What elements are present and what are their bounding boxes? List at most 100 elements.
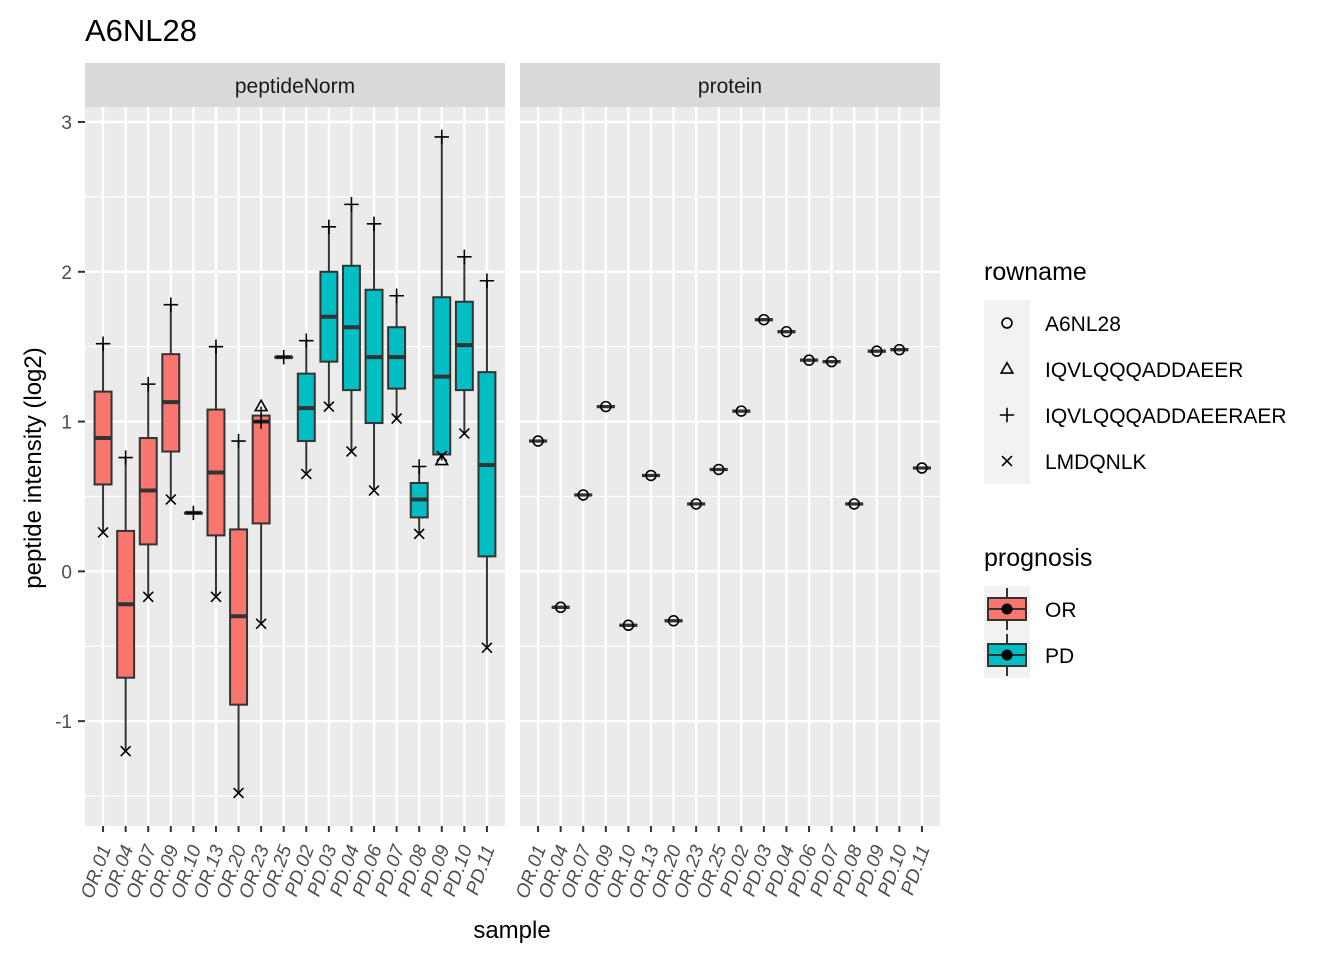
data-point bbox=[120, 745, 132, 757]
data-point bbox=[780, 325, 793, 338]
data-point bbox=[321, 219, 337, 235]
legend-key-dot bbox=[1001, 603, 1013, 615]
data-point bbox=[532, 435, 544, 447]
box-OR.20 bbox=[664, 619, 683, 623]
chart-title: A6NL28 bbox=[85, 13, 197, 48]
box-PD.11 bbox=[912, 466, 932, 470]
legends: rowname A6NL28 IQVLQQQADDAEER IQVLQQQADDAEE… bbox=[984, 258, 1287, 678]
data-point bbox=[368, 484, 380, 496]
data-point bbox=[366, 216, 382, 232]
box-OR.10 bbox=[619, 623, 638, 627]
data-point bbox=[141, 376, 156, 392]
data-point bbox=[389, 288, 404, 303]
box-OR.23 bbox=[687, 502, 706, 506]
data-point bbox=[95, 336, 111, 351]
legend-rowname: rowname A6NL28 IQVLQQQADDAEER IQVLQQQADDAEE… bbox=[984, 258, 1287, 484]
box-PD.04 bbox=[341, 204, 361, 452]
legend-key-bg bbox=[984, 346, 1030, 392]
legend-label: LMDQNLK bbox=[1045, 451, 1147, 474]
data-point bbox=[186, 505, 201, 521]
data-point bbox=[300, 468, 312, 480]
box-OR.07 bbox=[574, 493, 593, 497]
box-PD.10 bbox=[890, 348, 909, 352]
box-PD.08 bbox=[409, 466, 429, 534]
panel-strip bbox=[520, 63, 940, 107]
data-point bbox=[434, 129, 449, 145]
data-point bbox=[165, 493, 177, 505]
data-point bbox=[735, 405, 748, 417]
legend-prognosis: prognosis OR PD bbox=[984, 544, 1092, 678]
box-OR.09 bbox=[161, 304, 181, 500]
legend-title: rowname bbox=[984, 258, 1087, 286]
data-point bbox=[118, 450, 133, 465]
box-PD.07 bbox=[387, 295, 407, 419]
data-point bbox=[481, 642, 493, 654]
legend-label: IQVLQQQADDAEER bbox=[1045, 359, 1243, 382]
data-point bbox=[825, 355, 838, 368]
legend-label: PD bbox=[1045, 645, 1074, 668]
box-OR.04 bbox=[551, 605, 570, 609]
legend-key-bg bbox=[984, 300, 1030, 346]
y-tick-label: 3 bbox=[61, 113, 72, 134]
data-point bbox=[299, 333, 314, 348]
box-OR.07 bbox=[138, 384, 158, 597]
legend-title: prognosis bbox=[984, 544, 1092, 572]
box-OR.13 bbox=[206, 346, 226, 597]
data-point bbox=[622, 619, 635, 632]
data-point bbox=[233, 787, 245, 799]
panel-background bbox=[520, 107, 940, 826]
box-PD.07 bbox=[822, 360, 841, 364]
data-point bbox=[411, 459, 427, 474]
data-point bbox=[253, 398, 269, 412]
data-point bbox=[803, 354, 815, 366]
y-axis-label: peptide intensity (log2) bbox=[20, 347, 47, 588]
data-point bbox=[413, 528, 425, 540]
box-OR.25 bbox=[709, 467, 728, 472]
panel-peptideNorm: peptideNormOR.01OR.04OR.07OR.09OR.10OR.1… bbox=[77, 63, 505, 901]
panel-protein: proteinOR.01OR.04OR.07OR.09OR.10OR.13OR.… bbox=[512, 63, 940, 901]
data-point bbox=[758, 313, 770, 326]
data-point bbox=[667, 615, 680, 627]
box-PD.04 bbox=[777, 330, 796, 334]
data-point bbox=[554, 601, 567, 614]
panel-strip-label: protein bbox=[698, 75, 762, 98]
panel-strip-label: peptideNorm bbox=[235, 75, 355, 98]
data-point bbox=[97, 526, 109, 538]
box-PD.11 bbox=[477, 280, 497, 648]
data-point bbox=[323, 401, 335, 413]
box-PD.02 bbox=[296, 340, 316, 474]
box-PD.06 bbox=[364, 223, 384, 491]
data-point bbox=[231, 433, 246, 449]
panels: peptideNormOR.01OR.04OR.07OR.09OR.10OR.1… bbox=[55, 63, 940, 901]
data-point bbox=[458, 428, 470, 440]
circle-icon bbox=[1001, 317, 1013, 329]
y-tick-label: 2 bbox=[61, 263, 72, 284]
data-point bbox=[600, 400, 612, 413]
box-OR.01 bbox=[528, 439, 548, 443]
legend-label: IQVLQQQADDAEERAER bbox=[1045, 405, 1287, 428]
box-PD.09 bbox=[867, 349, 886, 353]
box-PD.02 bbox=[732, 409, 751, 413]
legend-key-dot bbox=[1001, 649, 1013, 661]
box-OR.09 bbox=[596, 404, 615, 409]
data-point bbox=[893, 343, 906, 356]
data-point bbox=[345, 446, 357, 458]
data-point bbox=[142, 591, 154, 603]
data-point bbox=[436, 450, 448, 462]
y-tick-label: 1 bbox=[61, 413, 72, 434]
box-OR.01 bbox=[93, 343, 113, 533]
data-point bbox=[577, 489, 589, 501]
box-PD.10 bbox=[454, 256, 474, 434]
box-PD.08 bbox=[845, 502, 864, 506]
y-tick-label: 0 bbox=[61, 562, 72, 583]
data-point bbox=[712, 463, 725, 476]
data-point bbox=[457, 249, 472, 264]
data-point bbox=[391, 413, 403, 425]
legend-label: OR bbox=[1045, 599, 1077, 622]
box-PD.03 bbox=[319, 226, 339, 407]
box-OR.13 bbox=[641, 473, 661, 478]
data-point bbox=[690, 498, 702, 510]
data-point bbox=[276, 349, 291, 365]
data-point bbox=[645, 469, 657, 482]
